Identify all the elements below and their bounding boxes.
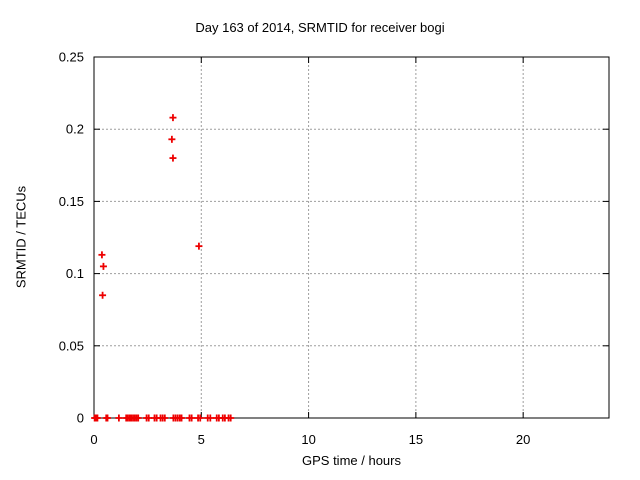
x-axis-label: GPS time / hours [302,453,401,468]
plot-border [93,56,610,419]
x-tick-label: 0 [90,432,97,447]
y-tick-label: 0.05 [59,338,84,353]
x-tick-label: 10 [301,432,315,447]
y-tick-label: 0.1 [66,266,84,281]
chart-title: Day 163 of 2014, SRMTID for receiver bog… [195,20,445,35]
y-tick-label: 0.15 [59,194,84,209]
x-tick-label: 15 [409,432,423,447]
x-tick-label: 20 [516,432,530,447]
x-tick-label: 5 [198,432,205,447]
y-tick-label: 0.25 [59,50,84,65]
y-tick-label: 0.2 [66,122,84,137]
y-tick-label: 0 [77,411,84,426]
